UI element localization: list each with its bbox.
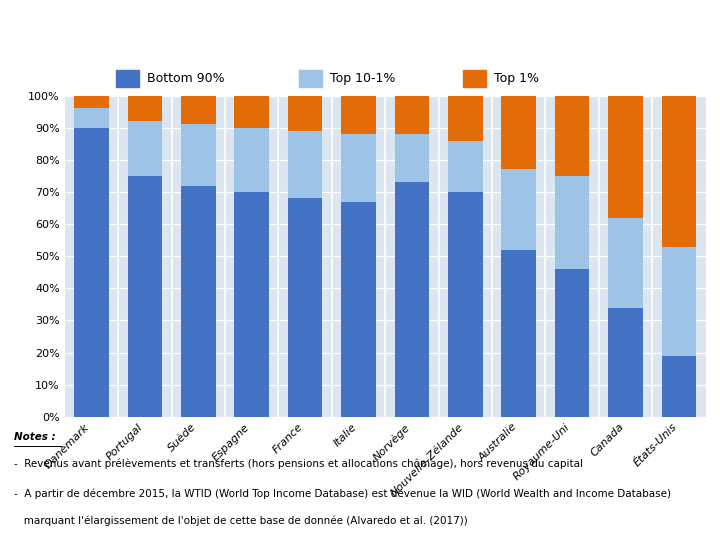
Bar bbox=[127, 96, 162, 122]
Bar bbox=[608, 308, 643, 417]
Text: Source : World Top Income Database: Source : World Top Income Database bbox=[238, 42, 482, 55]
Bar bbox=[341, 134, 376, 201]
Bar bbox=[448, 96, 482, 140]
Text: marquant l'élargissement de l'objet de cette base de donnée (Alvaredo et al. (20: marquant l'élargissement de l'objet de c… bbox=[14, 516, 468, 526]
Bar bbox=[395, 134, 429, 183]
Bar bbox=[554, 269, 590, 417]
Bar bbox=[341, 96, 376, 134]
Bar bbox=[288, 198, 323, 417]
Text: -  A partir de décembre 2015, la WTID (World Top Income Database) est devenue la: - A partir de décembre 2015, la WTID (Wo… bbox=[14, 488, 671, 499]
Text: -  Revenus avant prélèvements et transferts (hors pensions et allocations chômag: - Revenus avant prélèvements et transfer… bbox=[14, 459, 583, 469]
Bar bbox=[662, 247, 696, 356]
Bar bbox=[234, 128, 269, 192]
Bar bbox=[74, 109, 109, 128]
Text: Top 10-1%: Top 10-1% bbox=[330, 72, 395, 85]
Bar bbox=[448, 140, 482, 192]
Bar bbox=[181, 125, 216, 186]
Bar bbox=[501, 96, 536, 170]
Bar bbox=[554, 96, 590, 176]
Bar bbox=[341, 201, 376, 417]
Bar bbox=[181, 186, 216, 417]
Text: Top 1%: Top 1% bbox=[494, 72, 539, 85]
FancyBboxPatch shape bbox=[300, 70, 323, 87]
Bar bbox=[662, 96, 696, 247]
Bar bbox=[608, 218, 643, 308]
Bar bbox=[554, 176, 590, 269]
Bar bbox=[74, 96, 109, 109]
Bar bbox=[501, 250, 536, 417]
Bar bbox=[127, 122, 162, 176]
Bar bbox=[395, 96, 429, 134]
Text: Bottom 90%: Bottom 90% bbox=[147, 72, 225, 85]
Bar bbox=[234, 96, 269, 128]
Bar bbox=[608, 96, 643, 218]
Bar bbox=[288, 131, 323, 198]
Bar bbox=[448, 192, 482, 417]
Bar bbox=[127, 176, 162, 417]
Bar bbox=[181, 96, 216, 125]
FancyBboxPatch shape bbox=[116, 70, 139, 87]
Bar bbox=[395, 183, 429, 417]
Bar bbox=[234, 192, 269, 417]
Bar bbox=[501, 170, 536, 250]
Bar bbox=[288, 96, 323, 131]
Bar bbox=[74, 128, 109, 417]
Text: Notes :: Notes : bbox=[14, 433, 56, 442]
FancyBboxPatch shape bbox=[463, 70, 486, 87]
Bar bbox=[662, 356, 696, 417]
Text: Part de la croissance des revenus captée par les groupes de revenus (1975-2007): Part de la croissance des revenus captée… bbox=[0, 11, 720, 29]
